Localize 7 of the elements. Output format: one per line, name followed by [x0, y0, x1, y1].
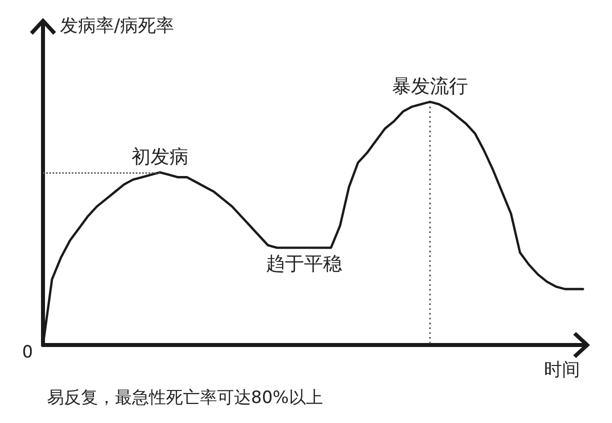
annotation: 趋于平稳 — [266, 253, 342, 276]
annotation: 初发病 — [132, 146, 188, 168]
text: 0 — [22, 342, 33, 362]
x-axis-title: 时间 — [544, 360, 580, 380]
annotation: 暴发流行 — [392, 75, 468, 98]
text: 易反复，最急性死亡率可达80%以上 — [47, 388, 323, 408]
y-axis-title: 发病率/病死率 — [60, 16, 174, 36]
